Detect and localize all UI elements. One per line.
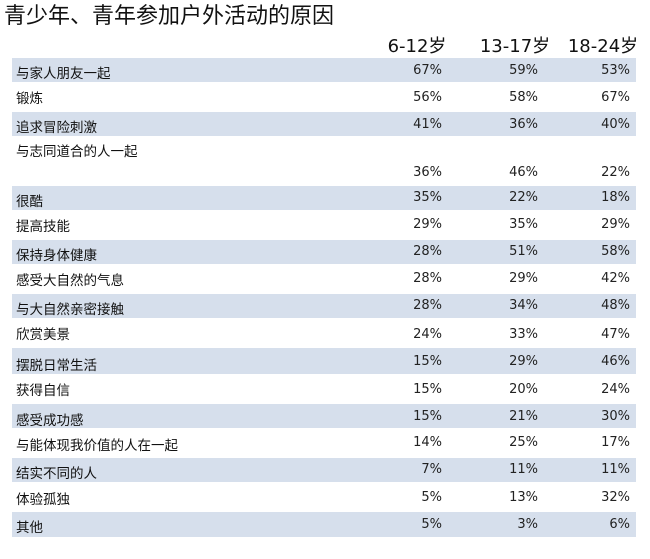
cell-value: 20% (509, 382, 538, 397)
cell-value: 35% (509, 217, 538, 232)
cell-value: 7% (421, 462, 442, 477)
table-row: 保持身体健康 28% 51% 58% (12, 240, 636, 267)
cell-value: 22% (509, 190, 538, 205)
row-label: 追求冒险刺激 (16, 120, 97, 136)
cell-value: 67% (413, 63, 442, 78)
table-row: 追求冒险刺激 41% 36% 40% (12, 112, 636, 139)
table-row: 感受成功感 15% 21% 30% (12, 404, 636, 431)
cell-value: 24% (413, 327, 442, 342)
table-row: 感受大自然的气息 28% 29% 42% (12, 267, 636, 294)
row-label: 感受成功感 (16, 413, 84, 429)
row-label: 与志同道合的人一起 (16, 144, 138, 160)
cell-value: 29% (509, 354, 538, 369)
row-label: 与大自然亲密接触 (16, 302, 124, 318)
cell-value: 11% (601, 462, 630, 477)
cell-value: 58% (509, 90, 538, 105)
row-label: 锻炼 (16, 91, 43, 107)
table-row: 摆脱日常生活 15% 29% 46% (12, 348, 636, 377)
cell-value: 14% (413, 435, 442, 450)
column-header-18-24: 18-24岁 (567, 36, 639, 57)
cell-value: 46% (509, 165, 538, 180)
table-row: 结实不同的人 7% 11% 11% (12, 458, 636, 485)
cell-value: 34% (509, 298, 538, 313)
cell-value: 46% (601, 354, 630, 369)
column-header-6-12: 6-12岁 (387, 36, 447, 57)
table-row: 体验孤独 5% 13% 32% (12, 485, 636, 512)
row-label: 感受大自然的气息 (16, 273, 124, 289)
cell-value: 59% (509, 63, 538, 78)
reasons-table: 与家人朋友一起 67% 59% 53% 锻炼 56% 58% 67% 追求冒险刺激 41% 36% 4… (12, 58, 636, 540)
row-label: 保持身体健康 (16, 248, 97, 264)
cell-value: 29% (413, 217, 442, 232)
cell-value: 48% (601, 298, 630, 313)
cell-value: 47% (601, 327, 630, 342)
row-label: 欣赏美景 (16, 327, 70, 343)
cell-value: 15% (413, 382, 442, 397)
cell-value: 5% (421, 490, 442, 505)
table-row: 与志同道合的人一起 36% 46% 22% (12, 139, 636, 186)
cell-value: 5% (421, 517, 442, 532)
cell-value: 40% (601, 117, 630, 132)
table-row: 锻炼 56% 58% 67% (12, 85, 636, 112)
cell-value: 29% (601, 217, 630, 232)
cell-value: 28% (413, 244, 442, 259)
table-row: 与能体现我价值的人在一起 14% 25% 17% (12, 431, 636, 458)
row-label: 结实不同的人 (16, 466, 97, 482)
row-label: 获得自信 (16, 383, 70, 399)
cell-value: 3% (517, 517, 538, 532)
row-label: 很酷 (16, 194, 43, 210)
cell-value: 17% (601, 435, 630, 450)
cell-value: 15% (413, 354, 442, 369)
cell-value: 42% (601, 271, 630, 286)
cell-value: 24% (601, 382, 630, 397)
table-row: 欣赏美景 24% 33% 47% (12, 321, 636, 348)
cell-value: 35% (413, 190, 442, 205)
cell-value: 32% (601, 490, 630, 505)
cell-value: 28% (413, 271, 442, 286)
cell-value: 56% (413, 90, 442, 105)
row-label: 提高技能 (16, 219, 70, 235)
cell-value: 11% (509, 462, 538, 477)
table-row: 获得自信 15% 20% 24% (12, 377, 636, 404)
cell-value: 53% (601, 63, 630, 78)
table-row: 其他 5% 3% 6% (12, 512, 636, 540)
cell-value: 28% (413, 298, 442, 313)
cell-value: 15% (413, 409, 442, 424)
cell-value: 67% (601, 90, 630, 105)
cell-value: 6% (609, 517, 630, 532)
cell-value: 18% (601, 190, 630, 205)
cell-value: 29% (509, 271, 538, 286)
cell-value: 41% (413, 117, 442, 132)
cell-value: 51% (509, 244, 538, 259)
column-header-13-17: 13-17岁 (479, 36, 551, 57)
page-title: 青少年、青年参加户外活动的原因 (4, 4, 335, 29)
row-label: 其他 (16, 520, 43, 536)
row-label: 与家人朋友一起 (16, 66, 111, 82)
table-row: 很酷 35% 22% 18% (12, 186, 636, 213)
cell-value: 21% (509, 409, 538, 424)
cell-value: 36% (413, 165, 442, 180)
table-row: 提高技能 29% 35% 29% (12, 213, 636, 240)
cell-value: 33% (509, 327, 538, 342)
table-row: 与大自然亲密接触 28% 34% 48% (12, 294, 636, 321)
row-label: 体验孤独 (16, 492, 70, 508)
cell-value: 58% (601, 244, 630, 259)
cell-value: 22% (601, 165, 630, 180)
table-row: 与家人朋友一起 67% 59% 53% (12, 58, 636, 85)
row-label: 与能体现我价值的人在一起 (16, 438, 178, 454)
cell-value: 13% (509, 490, 538, 505)
cell-value: 25% (509, 435, 538, 450)
cell-value: 30% (601, 409, 630, 424)
cell-value: 36% (509, 117, 538, 132)
row-label: 摆脱日常生活 (16, 358, 97, 374)
